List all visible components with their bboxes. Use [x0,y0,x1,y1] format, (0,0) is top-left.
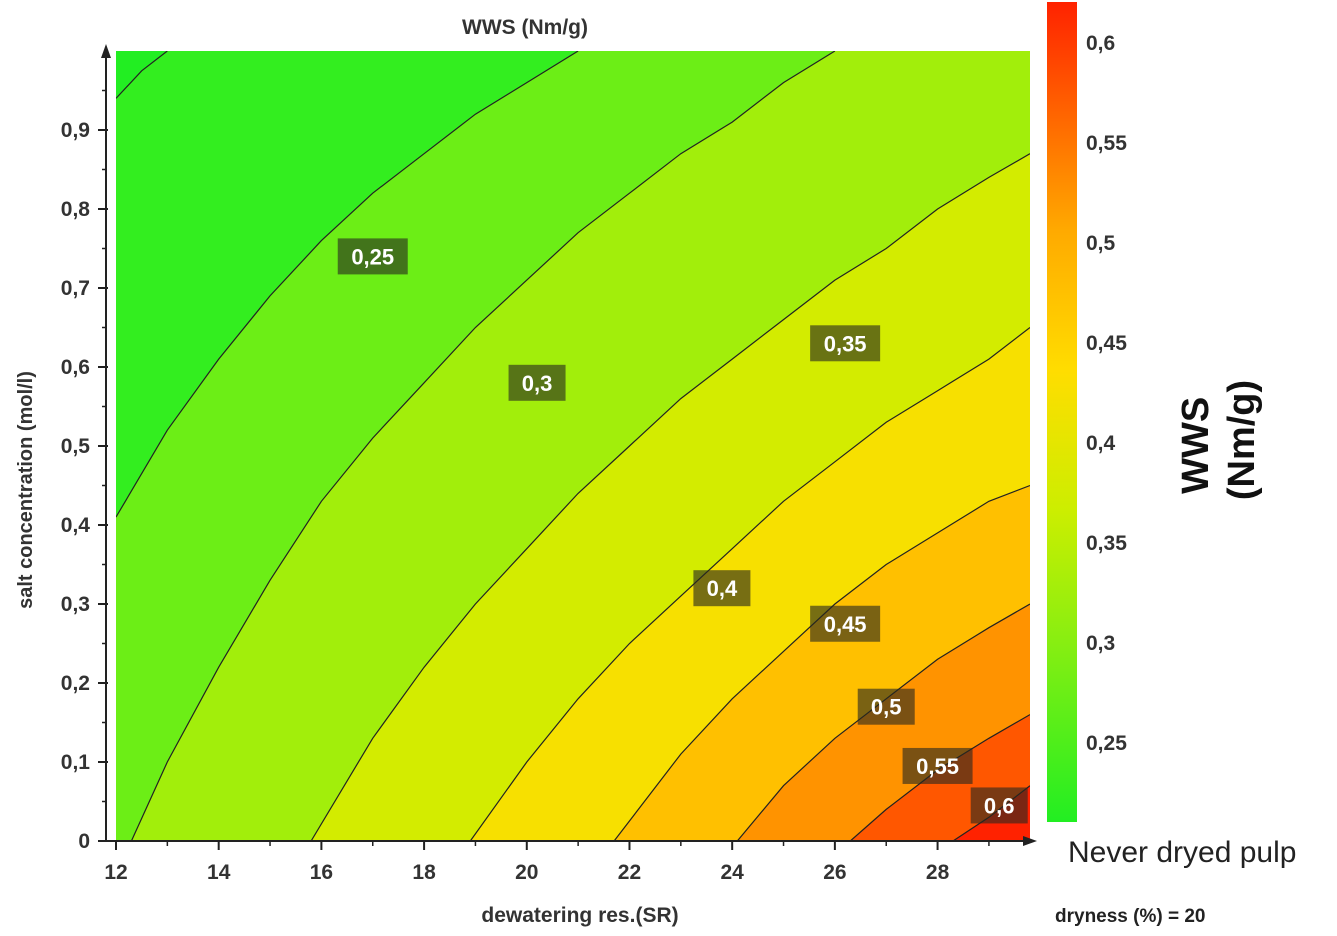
y-tick-label: 0,7 [61,277,90,300]
colorbar-tick-label: 0,5 [1086,232,1116,255]
contour-label-box [693,570,751,607]
chart-title: WWS (Nm/g) [462,16,588,39]
contour-line-0 [116,51,168,99]
y-tick-label: 0,6 [61,356,90,379]
contour-line-5 [613,484,1030,841]
x-tick-label: 24 [721,861,745,884]
contour-line-1 [116,51,579,518]
colorbar-label-line1: WWS [1175,397,1217,494]
x-tick-label: 12 [104,861,127,884]
contour-label-text: 0,3 [522,371,553,396]
contour-label: 0,35 [810,325,881,362]
contour-label: 0,3 [508,364,566,401]
y-tick-label: 0,8 [61,198,91,221]
x-ticks: 12 14 16 18 20 22 24 26 28 [104,841,990,884]
contour-label-box [970,787,1028,824]
contour-label-box [508,364,566,401]
y-tick-label: 0 [78,830,90,853]
x-axis-label: dewatering res.(SR) [481,904,678,927]
colorbar-label: WWS (Nm/g) [1175,380,1263,500]
contour-label-text: 0,45 [824,612,867,637]
contour-label-text: 0,5 [871,695,902,720]
y-tick-label: 0,2 [61,672,90,695]
x-axis-arrow-icon [1023,836,1037,846]
colorbar-tick-label: 0,55 [1086,132,1127,155]
y-tick-label: 0,4 [61,514,91,537]
contour-line-4 [469,327,1030,841]
colorbar [1047,2,1077,822]
contour-label-text: 0,25 [351,244,394,269]
colorbar-tick-label: 0,45 [1086,332,1127,355]
colorbar-tick-label: 0,35 [1086,532,1127,555]
contour-line-3 [310,153,1030,841]
x-tick-label: 14 [207,861,231,884]
contour-label-text: 0,6 [984,793,1015,818]
x-tick-label: 16 [310,861,333,884]
contour-label-text: 0,4 [707,576,738,601]
y-axis-arrow-icon [101,44,111,58]
x-tick-label: 18 [412,861,436,884]
contour-label-box [337,238,408,275]
contour-label: 0,55 [902,747,973,784]
colorbar-ticks: 0,25 0,3 0,35 0,4 0,45 0,5 0,55 0,6 [1086,32,1127,755]
y-tick-label: 0,3 [61,593,90,616]
contour-label: 0,5 [857,688,915,725]
contour-line-2 [130,51,836,841]
colorbar-tick-label: 0,25 [1086,732,1127,755]
contour-labels: 0,25 0,3 0,35 0,4 0,45 0,5 0,55 0,6 [337,238,1028,824]
band-8 [953,785,1030,841]
x-tick-label: 28 [926,861,950,884]
contour-label-box [857,688,915,725]
contour-label: 0,6 [970,787,1028,824]
colorbar-tick-label: 0,4 [1086,432,1116,455]
contour-label-text: 0,35 [824,331,867,356]
contour-label: 0,25 [337,238,408,275]
colorbar-tick-label: 0,6 [1086,32,1115,55]
x-tick-label: 26 [823,861,846,884]
contour-label-box [810,605,881,642]
y-tick-label: 0,9 [61,119,90,142]
pulp-note: Never dryed pulp [1068,836,1297,869]
dryness-note: dryness (%) = 20 [1055,906,1206,927]
contour-label: 0,4 [693,570,751,607]
contour-label-text: 0,55 [916,754,959,779]
y-tick-label: 0,5 [61,435,91,458]
colorbar-tick-label: 0,3 [1086,632,1115,655]
x-tick-label: 20 [515,861,538,884]
contour-label-box [810,325,881,362]
y-ticks: 0 0,1 0,2 0,3 0,4 0,5 0,6 0,7 0,8 0,9 [61,89,108,853]
contour-label: 0,45 [810,605,881,642]
y-axis-label: salt concentration (mol/l) [15,371,37,609]
contour-label-box [902,747,973,784]
contour-bands [116,51,1030,841]
y-tick-label: 0,1 [61,751,91,774]
colorbar-label-line2: (Nm/g) [1221,380,1263,500]
contour-lines [116,51,1030,841]
x-tick-label: 22 [618,861,641,884]
